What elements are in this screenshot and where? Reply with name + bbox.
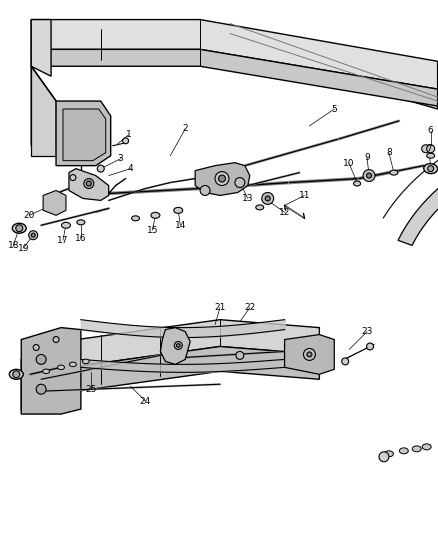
Circle shape	[426, 145, 434, 153]
Text: 9: 9	[364, 153, 369, 162]
Text: 6: 6	[427, 126, 433, 135]
Ellipse shape	[82, 359, 89, 364]
Text: 20: 20	[24, 211, 35, 220]
Ellipse shape	[384, 451, 392, 457]
Text: 1: 1	[125, 131, 131, 139]
Ellipse shape	[353, 181, 360, 186]
Circle shape	[366, 173, 371, 178]
Circle shape	[176, 344, 180, 348]
Text: 22: 22	[244, 303, 255, 312]
Polygon shape	[31, 66, 56, 146]
Text: 11: 11	[298, 191, 310, 200]
Circle shape	[215, 172, 229, 185]
Ellipse shape	[389, 170, 397, 175]
Ellipse shape	[173, 207, 182, 213]
Text: 5: 5	[331, 104, 336, 114]
Text: 16: 16	[75, 233, 86, 243]
Ellipse shape	[69, 362, 76, 367]
Circle shape	[378, 452, 388, 462]
Polygon shape	[195, 163, 249, 196]
Ellipse shape	[42, 369, 49, 374]
Circle shape	[218, 175, 225, 182]
Polygon shape	[31, 20, 51, 76]
Circle shape	[303, 349, 314, 360]
Text: 25: 25	[85, 385, 96, 394]
Ellipse shape	[61, 222, 70, 228]
Text: 15: 15	[146, 226, 158, 235]
Circle shape	[234, 177, 244, 188]
Circle shape	[265, 196, 269, 201]
Text: 3: 3	[117, 154, 123, 163]
Text: 8: 8	[385, 148, 391, 157]
Circle shape	[174, 342, 182, 350]
Ellipse shape	[399, 448, 407, 454]
Ellipse shape	[77, 220, 85, 225]
Circle shape	[16, 225, 23, 232]
Text: 19: 19	[18, 244, 29, 253]
Circle shape	[70, 175, 76, 181]
Polygon shape	[56, 101, 110, 166]
Text: 10: 10	[343, 159, 354, 168]
Circle shape	[366, 343, 373, 350]
Circle shape	[28, 231, 38, 240]
Ellipse shape	[57, 365, 64, 369]
Ellipse shape	[421, 444, 430, 450]
Circle shape	[122, 138, 128, 144]
Circle shape	[341, 358, 348, 365]
Text: 4: 4	[127, 164, 133, 173]
Circle shape	[31, 233, 35, 237]
Circle shape	[86, 181, 91, 186]
Ellipse shape	[131, 216, 139, 221]
Circle shape	[33, 344, 39, 351]
Polygon shape	[41, 346, 318, 396]
Circle shape	[97, 165, 104, 172]
Polygon shape	[31, 66, 56, 156]
Circle shape	[421, 145, 429, 153]
Ellipse shape	[426, 153, 434, 158]
Polygon shape	[397, 126, 438, 245]
Circle shape	[36, 384, 46, 394]
Polygon shape	[31, 50, 437, 106]
Ellipse shape	[12, 223, 26, 233]
Circle shape	[84, 179, 94, 189]
Circle shape	[13, 371, 20, 378]
Circle shape	[200, 185, 209, 196]
Polygon shape	[63, 109, 106, 160]
Text: 7: 7	[425, 144, 431, 154]
Text: 23: 23	[360, 327, 372, 336]
Circle shape	[306, 352, 311, 357]
Text: 13: 13	[241, 194, 253, 203]
Ellipse shape	[151, 212, 159, 219]
Circle shape	[362, 169, 374, 182]
Polygon shape	[21, 344, 41, 411]
Polygon shape	[195, 20, 437, 109]
Polygon shape	[284, 335, 333, 374]
Ellipse shape	[255, 205, 263, 210]
Ellipse shape	[411, 446, 420, 452]
Text: 2: 2	[182, 124, 187, 133]
Text: 24: 24	[140, 397, 151, 406]
Circle shape	[261, 192, 273, 204]
Polygon shape	[43, 190, 66, 215]
Polygon shape	[21, 328, 81, 414]
Circle shape	[53, 336, 59, 343]
Ellipse shape	[9, 369, 23, 379]
Polygon shape	[31, 20, 437, 89]
Circle shape	[36, 354, 46, 365]
Polygon shape	[69, 168, 109, 200]
Text: 18: 18	[7, 240, 19, 249]
Polygon shape	[41, 320, 318, 372]
Ellipse shape	[423, 164, 437, 174]
Polygon shape	[160, 328, 190, 365]
Text: 12: 12	[278, 208, 290, 217]
Text: 14: 14	[174, 221, 186, 230]
Text: 17: 17	[57, 236, 69, 245]
Circle shape	[235, 351, 243, 359]
Circle shape	[427, 166, 433, 172]
Text: 21: 21	[214, 303, 225, 312]
